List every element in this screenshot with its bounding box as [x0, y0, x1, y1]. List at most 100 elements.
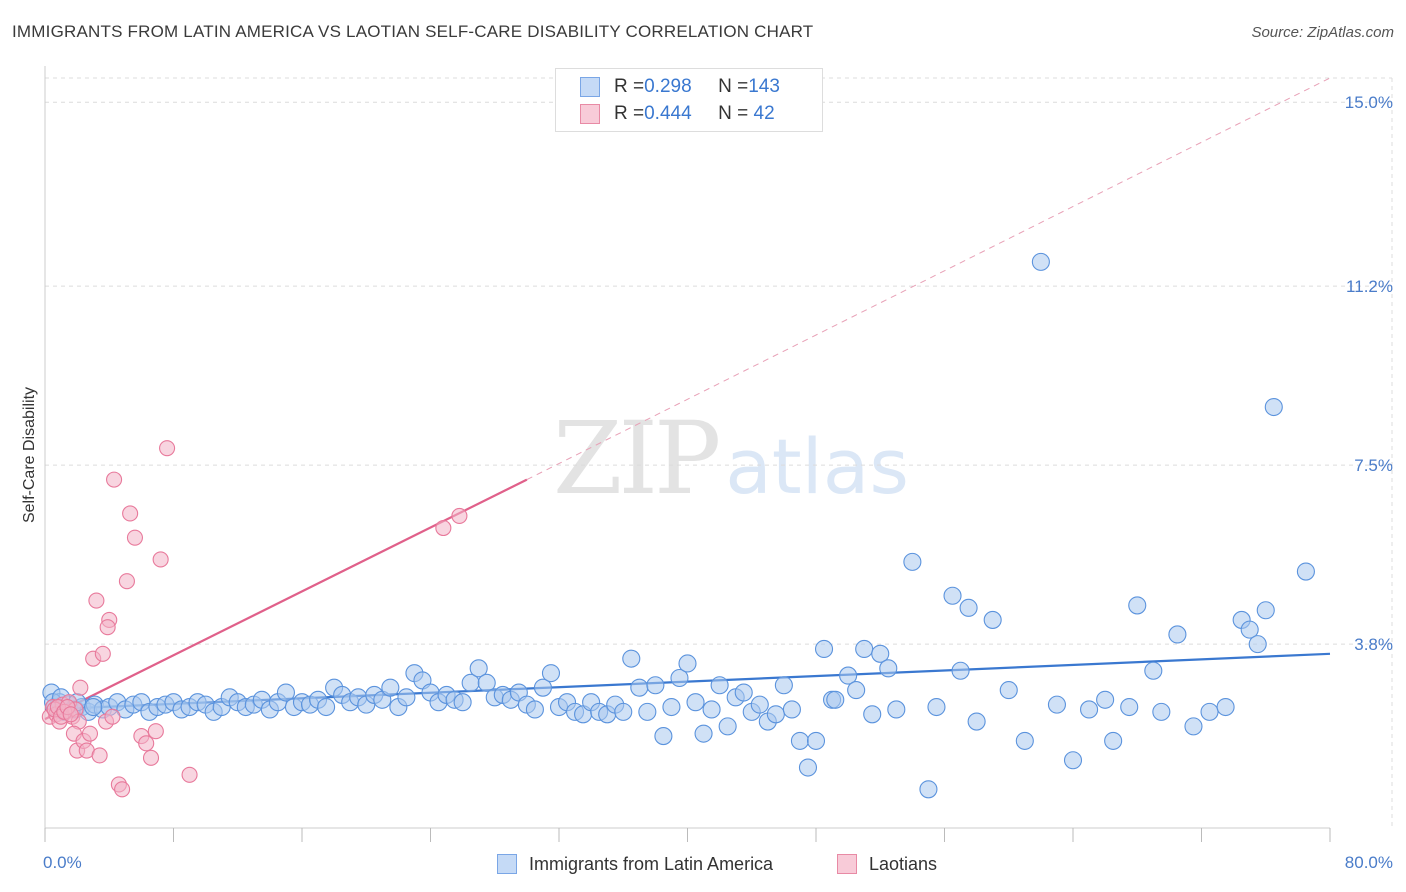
point-latin-america [1080, 700, 1099, 719]
point-laotians [142, 749, 160, 766]
legend-swatch-laotians [580, 104, 600, 124]
bottom-legend-label: Laotians [869, 853, 938, 874]
y-axis-label: Self-Care Disability [21, 387, 38, 523]
legend-r-value: 0.298 [644, 76, 692, 97]
legend-n-value: 42 [748, 103, 775, 124]
point-latin-america [630, 678, 649, 697]
legend-r-label: R = [614, 103, 645, 124]
point-latin-america [1096, 690, 1115, 709]
bottom-legend-swatch-latin-america [497, 854, 517, 874]
point-latin-america [1264, 397, 1283, 417]
point-latin-america [782, 700, 801, 719]
point-latin-america [710, 676, 729, 695]
point-latin-america [855, 639, 874, 659]
point-latin-america [734, 683, 753, 702]
point-latin-america [1120, 697, 1139, 717]
chart-title: IMMIGRANTS FROM LATIN AMERICA VS LAOTIAN… [12, 22, 814, 41]
point-latin-america [622, 649, 641, 668]
point-latin-america [1256, 601, 1275, 620]
point-latin-america [469, 659, 488, 678]
point-laotians [72, 679, 89, 696]
point-latin-america [317, 697, 336, 717]
point-latin-america [959, 598, 978, 617]
point-latin-america [798, 758, 818, 777]
point-latin-america [919, 780, 938, 799]
trend-line-laotians [44, 478, 528, 721]
point-latin-america [1015, 731, 1034, 750]
point-latin-america [654, 727, 673, 746]
y-tick-label: 3.8% [1354, 635, 1393, 654]
point-latin-america [1152, 702, 1171, 721]
point-latin-america [863, 705, 882, 724]
legend-n-label: N = [718, 103, 749, 124]
point-latin-america [879, 659, 898, 678]
legend-r-label: R = [614, 76, 645, 97]
axes [44, 66, 1331, 842]
point-latin-america [702, 700, 721, 719]
point-latin-america [774, 676, 793, 695]
point-latin-america [826, 690, 845, 709]
point-laotians [122, 505, 139, 522]
legend-row-laotians: R = 0.444 N = 42 [580, 102, 775, 126]
legend-swatch-latin-america [580, 77, 600, 97]
point-latin-america [750, 695, 769, 714]
point-laotians [451, 507, 468, 524]
point-latin-america [806, 731, 826, 750]
correlation-legend: R = 0.298 N = 143 R = 0.444 N = 42 [555, 68, 823, 132]
data-points [41, 252, 1315, 799]
x-tick-label-max: 80.0% [1345, 853, 1393, 872]
point-latin-america [1184, 717, 1203, 736]
point-latin-america [525, 700, 544, 719]
point-latin-america [814, 639, 834, 659]
point-latin-america [381, 678, 400, 697]
point-latin-america [84, 697, 103, 717]
y-tick-label: 15.0% [1345, 93, 1393, 112]
bottom-legend-label: Immigrants from Latin America [529, 853, 774, 874]
point-latin-america [839, 666, 858, 685]
point-laotians [118, 573, 135, 590]
point-latin-america [694, 724, 713, 743]
point-latin-america [1216, 697, 1235, 717]
bottom-legend-swatch-laotians [837, 854, 857, 874]
point-latin-america [453, 693, 472, 712]
point-latin-america [943, 586, 962, 605]
point-latin-america [686, 693, 705, 712]
point-laotians [94, 645, 111, 662]
point-latin-america [999, 681, 1018, 700]
point-latin-america [1047, 695, 1066, 714]
point-latin-america [1104, 731, 1123, 750]
point-latin-america [646, 676, 665, 695]
point-latin-america [903, 552, 922, 571]
point-latin-america [1128, 596, 1147, 615]
point-latin-america [541, 664, 561, 683]
point-latin-america [670, 668, 689, 688]
point-latin-america [614, 702, 633, 721]
tick-labels: 3.8% 7.5% 11.2% 15.0% 0.0% 80.0% [43, 93, 1393, 872]
point-latin-america [967, 712, 986, 731]
point-latin-america [1240, 620, 1259, 639]
point-latin-america [1168, 625, 1187, 644]
point-latin-america [1200, 702, 1219, 721]
point-laotians [99, 619, 116, 636]
point-latin-america [951, 661, 970, 680]
point-latin-america [1248, 635, 1267, 654]
bottom-legend-laotians[interactable]: Laotians [837, 852, 937, 876]
point-latin-america [678, 654, 697, 673]
legend-row-latin-america: R = 0.298 N = 143 [580, 75, 780, 99]
point-latin-america [1144, 661, 1163, 680]
trend-lines [44, 77, 1331, 721]
trend-line-extension-laotians [526, 77, 1331, 481]
point-latin-america [718, 717, 737, 736]
point-latin-america [1063, 751, 1083, 770]
y-tick-label: 7.5% [1354, 456, 1393, 475]
point-laotians [106, 471, 123, 488]
bottom-legend-latin-america[interactable]: Immigrants from Latin America [497, 852, 773, 876]
y-tick-label: 11.2% [1346, 277, 1393, 296]
point-laotians [159, 440, 176, 457]
point-laotians [62, 706, 79, 723]
legend-n-label: N = [718, 76, 749, 97]
point-laotians [152, 551, 169, 568]
source-credit: Source: ZipAtlas.com [1251, 24, 1394, 41]
point-laotians [138, 735, 155, 752]
